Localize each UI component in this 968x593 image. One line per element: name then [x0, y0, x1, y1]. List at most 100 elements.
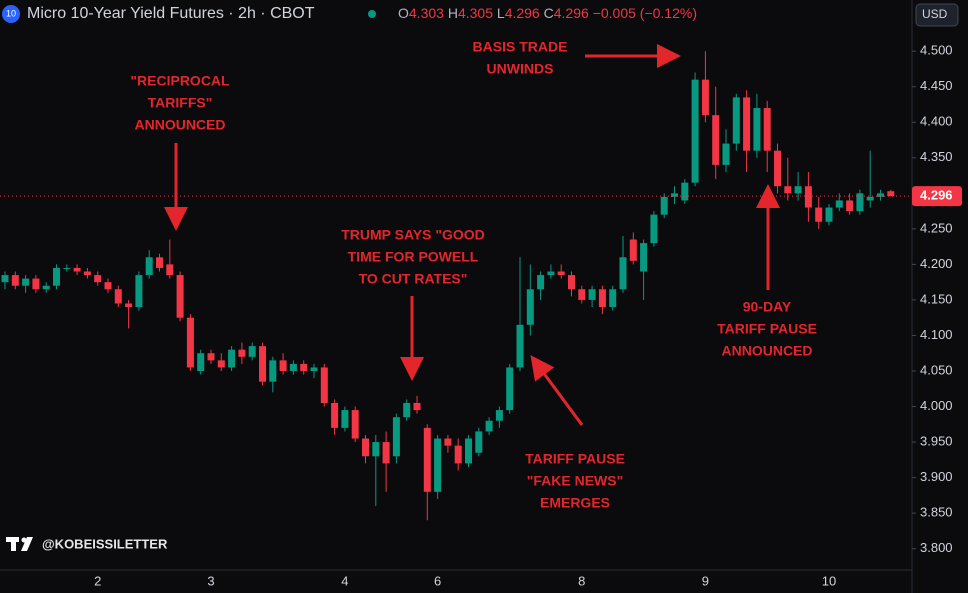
candle-body: [547, 271, 555, 276]
status-dot: [368, 10, 376, 18]
candle-body: [135, 275, 143, 308]
annotation: UNWINDS: [487, 61, 554, 77]
candle-body: [300, 363, 308, 372]
candle-body: [22, 278, 30, 286]
candle-body: [804, 186, 812, 208]
candle-body: [73, 267, 81, 272]
candle-body: [207, 353, 215, 361]
candle-body: [465, 438, 472, 464]
candle-body: [63, 267, 71, 269]
currency-label[interactable]: USD: [922, 7, 948, 21]
candle-body: [877, 193, 884, 197]
candle-body: [475, 431, 483, 453]
y-tick-label: 4.350: [920, 149, 953, 164]
candle-body: [506, 367, 514, 411]
candle-body: [671, 193, 678, 197]
candle-body: [660, 196, 668, 215]
candle-body: [228, 349, 236, 368]
candle-body: [176, 275, 184, 318]
candle-body: [83, 271, 91, 276]
annotation: TARIFFS": [148, 95, 213, 111]
candle-body: [351, 410, 359, 439]
candle-body: [629, 239, 637, 261]
y-tick-label: 4.100: [920, 327, 953, 342]
candle-body: [454, 445, 462, 464]
change: −0.005 (−0.12%): [593, 5, 697, 21]
candle-body: [887, 191, 895, 197]
y-tick-label: 3.900: [920, 469, 953, 484]
candle-body: [619, 257, 627, 290]
candle-body: [691, 79, 699, 183]
candle-body: [753, 108, 761, 151]
candle-body: [774, 150, 781, 187]
close-key: C: [544, 5, 554, 21]
annotation: EMERGES: [540, 495, 610, 511]
plot-area: 3.800 3.850 3.900 3.950 4.000 4.050 4.100 4.150…: [0, 43, 962, 588]
candle-body: [1, 275, 9, 283]
candle-body: [516, 324, 524, 368]
candle-body: [279, 360, 287, 372]
high-key: H: [448, 5, 458, 21]
tv-logo: [6, 537, 33, 551]
candle-body: [609, 289, 617, 308]
watermark: @KOBEISSILETTER: [42, 536, 168, 551]
candle-body: [94, 275, 102, 283]
candle-body: [372, 442, 380, 457]
x-tick-label: 4: [341, 573, 348, 588]
annotation: ANNOUNCED: [135, 117, 226, 133]
y-tick-label: 3.950: [920, 434, 953, 449]
candle-body: [11, 275, 19, 286]
candle-body: [413, 402, 421, 411]
candle-body: [125, 303, 133, 308]
candle-body: [217, 360, 225, 368]
candle-body: [681, 182, 689, 201]
candle-body: [568, 275, 575, 290]
candle-body: [382, 442, 390, 464]
candle-body: [495, 410, 503, 421]
y-tick-label: 4.500: [920, 43, 953, 58]
candle-body: [104, 282, 112, 290]
candle-body: [42, 285, 50, 290]
candle-body: [114, 289, 122, 304]
y-tick-label: 4.000: [920, 398, 953, 413]
candle-body: [53, 267, 60, 286]
candle-body: [341, 410, 349, 428]
y-tick-label: 4.450: [920, 78, 953, 93]
candle-body: [598, 289, 606, 308]
symbol-badge: [2, 5, 20, 23]
candle-body: [259, 346, 266, 382]
y-tick-label: 4.150: [920, 291, 953, 306]
candle-body: [825, 207, 833, 222]
candle-body: [392, 417, 400, 457]
candle-body: [320, 367, 328, 403]
x-tick-label: 3: [207, 573, 214, 588]
x-tick-label: 9: [702, 573, 709, 588]
x-tick-label: 8: [578, 573, 585, 588]
low-key: L: [497, 5, 505, 21]
candle-body: [815, 207, 823, 222]
candle-body: [238, 349, 246, 357]
candle-body: [846, 200, 854, 212]
candle-body: [362, 438, 369, 457]
candle-body: [444, 438, 452, 446]
annotation: TIME FOR POWELL: [348, 249, 479, 265]
candle-body: [794, 186, 802, 194]
candle-body: [423, 427, 431, 492]
annotations: "RECIPROCAL TARIFFS" ANNOUNCED BASIS TRADE U…: [130, 39, 817, 511]
annotation: TO CUT RATES": [359, 271, 468, 287]
open-key: O: [398, 5, 409, 21]
annotation: TARIFF PAUSE: [525, 451, 625, 467]
candle-body: [331, 402, 339, 428]
candle-body: [166, 264, 174, 276]
candle-body: [197, 353, 205, 372]
low-value: 4.296: [505, 5, 540, 21]
annotation: "RECIPROCAL: [130, 73, 230, 89]
y-tick-label: 4.200: [920, 256, 953, 271]
candle-body: [578, 289, 586, 300]
candle-body: [156, 257, 163, 268]
currency-button[interactable]: [915, 3, 959, 27]
candle-body: [248, 346, 256, 357]
candle-body: [403, 402, 411, 418]
y-tick-label: 3.800: [920, 540, 953, 555]
